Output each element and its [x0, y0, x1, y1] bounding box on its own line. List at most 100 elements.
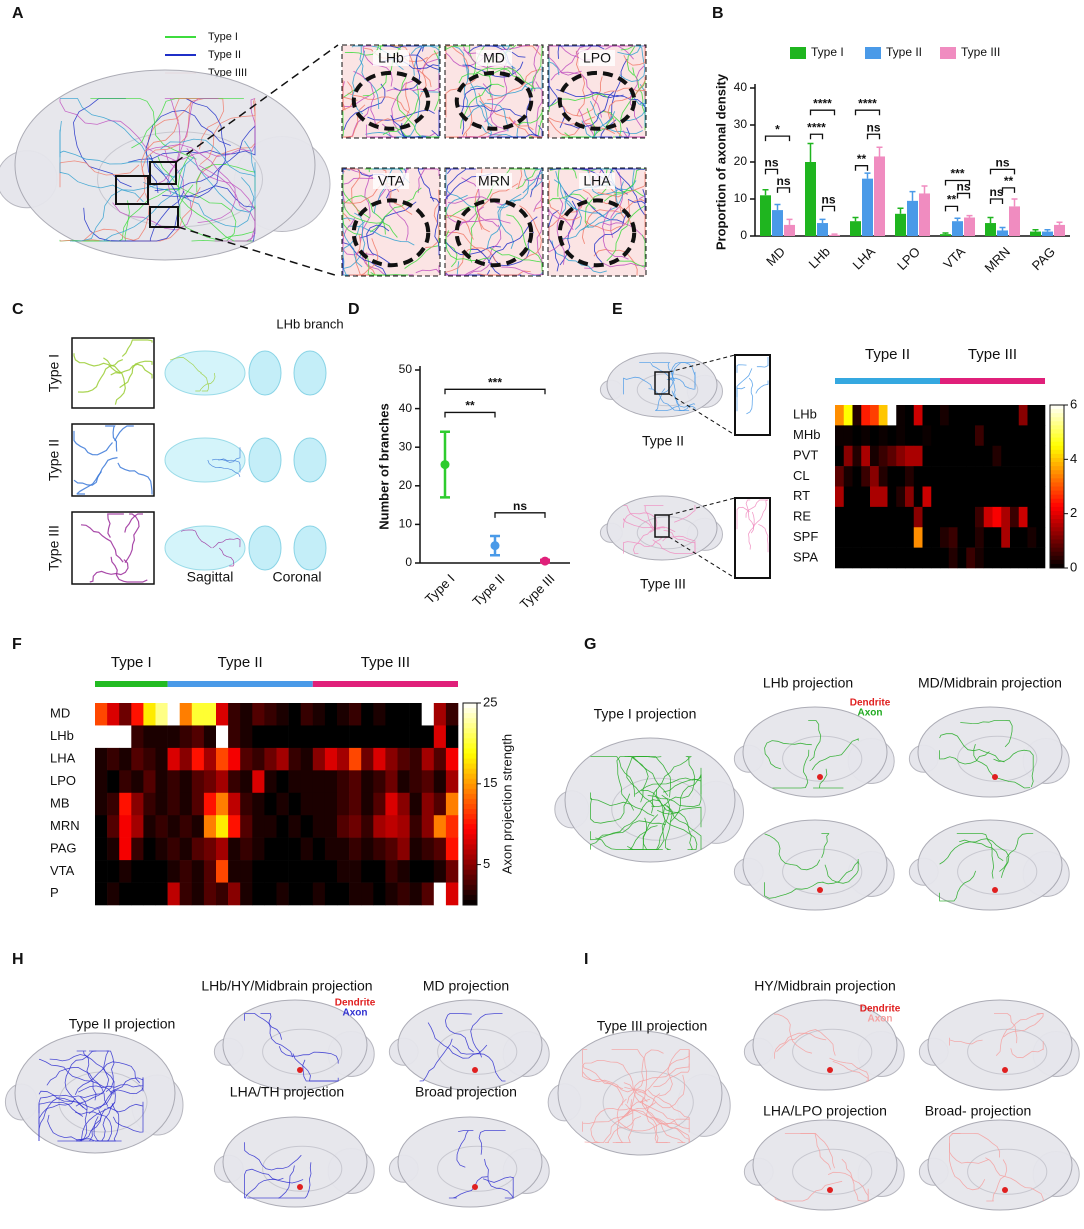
heatmap-cell — [179, 837, 193, 861]
neuron-trace — [656, 789, 698, 850]
heatmap-cell — [870, 547, 880, 569]
heatmap-cell — [835, 425, 845, 447]
heatmap-cell — [983, 506, 993, 528]
heatmap-cell — [167, 860, 180, 883]
heatmap-cell — [216, 860, 229, 883]
bar — [964, 217, 975, 236]
colorbar-strip — [1050, 539, 1064, 545]
region-label: LHA — [583, 173, 611, 189]
row-label: PAG — [50, 840, 77, 855]
row-label: SPF — [793, 529, 818, 544]
soma — [817, 774, 823, 780]
neuron-trace — [390, 114, 426, 138]
heatmap-cell — [433, 770, 447, 794]
legend-label: Type I — [811, 45, 844, 59]
neuron-trace — [616, 756, 647, 811]
heatmap-cell — [228, 837, 241, 861]
heatmap-cell — [276, 747, 289, 771]
panel-label: G — [584, 636, 596, 653]
heatmap-cell — [878, 547, 888, 569]
heatmap-cell — [1001, 527, 1011, 548]
heatmap-cell — [1027, 527, 1037, 548]
soma — [1002, 1067, 1008, 1073]
label-bg — [373, 173, 409, 189]
legend-label: Dendrite — [850, 698, 891, 709]
region-label: LPO — [583, 50, 611, 66]
roi-box — [149, 206, 179, 228]
region-outline — [351, 198, 431, 268]
heatmap-cell — [361, 770, 374, 794]
view-label: Sagittal — [187, 569, 234, 585]
heatmap-cell — [852, 425, 862, 447]
heatmap-cell — [95, 725, 108, 749]
bar — [952, 221, 963, 236]
heatmap-cell — [1036, 445, 1046, 467]
heatmap-cell — [337, 770, 350, 794]
region-label: MRN — [478, 173, 510, 189]
colorbar-strip — [1050, 478, 1064, 483]
heatmap-cell — [312, 837, 326, 861]
neuron-trace — [590, 792, 655, 817]
colorbar-strip — [463, 814, 477, 820]
neuron-trace — [784, 1133, 835, 1169]
heatmap-cell — [337, 837, 350, 861]
error-bar — [942, 232, 949, 235]
sig-bracket — [776, 187, 791, 193]
heatmap-cell — [409, 860, 422, 883]
neuron-trace — [746, 377, 754, 415]
neuron-trace — [427, 1022, 488, 1059]
heatmap-cell — [143, 815, 156, 838]
neuron-trace — [365, 124, 397, 138]
neuron-trace — [623, 536, 668, 554]
neuron-trace — [470, 81, 533, 97]
heatmap-cell — [216, 815, 229, 838]
brain-render — [397, 999, 543, 1091]
neuron-trace — [169, 357, 202, 374]
heatmap-cell — [119, 747, 132, 771]
colorbar-strip — [463, 884, 477, 891]
neuron-trace — [993, 749, 1034, 788]
heatmap-cell — [887, 547, 897, 569]
heatmap-cell — [878, 405, 888, 426]
heatmap-cell — [203, 882, 217, 906]
heatmap-cell — [957, 527, 967, 548]
heatmap-cell — [373, 882, 386, 906]
neuron-trace — [59, 98, 179, 163]
neuron-trace — [128, 140, 256, 163]
bar — [817, 223, 828, 236]
colorbar-strip — [463, 773, 477, 780]
heatmap-cell — [179, 860, 193, 883]
heatmap-cell — [385, 703, 398, 726]
soma — [472, 1067, 478, 1073]
heatmap-cell — [203, 747, 217, 771]
neuron-trace — [647, 1089, 690, 1133]
colorbar-strip — [1050, 486, 1064, 492]
sig-label: **** — [858, 96, 877, 110]
heatmap-cell — [264, 725, 277, 749]
neuron-trace — [171, 98, 256, 162]
row-label: SPA — [793, 549, 818, 564]
neuron-trace — [506, 214, 543, 269]
heatmap-cell — [931, 486, 941, 508]
bar — [862, 178, 873, 236]
heatmap-cell — [421, 747, 435, 771]
colorbar-strip — [1050, 466, 1064, 471]
neuron-trace — [756, 357, 769, 368]
legend-label: Axon — [343, 1008, 368, 1019]
neuron-trace — [244, 1013, 283, 1040]
neuron-trace — [841, 1158, 869, 1202]
colorbar-strip — [463, 824, 477, 830]
heatmap-cell — [131, 860, 144, 883]
heatmap-cell — [361, 747, 374, 771]
heatmap-cell — [252, 792, 265, 816]
neuron-trace — [445, 215, 474, 240]
neuron-trace — [75, 1050, 110, 1107]
row-label: Type I — [46, 354, 62, 392]
neuron-trace — [949, 1143, 986, 1191]
heatmap-cell — [143, 725, 156, 749]
heatmap-cell — [312, 747, 326, 771]
heatmap-cell — [191, 747, 205, 771]
neuron-trace — [519, 205, 542, 260]
colorbar-strip — [1050, 551, 1064, 557]
heatmap-cell — [203, 860, 217, 883]
